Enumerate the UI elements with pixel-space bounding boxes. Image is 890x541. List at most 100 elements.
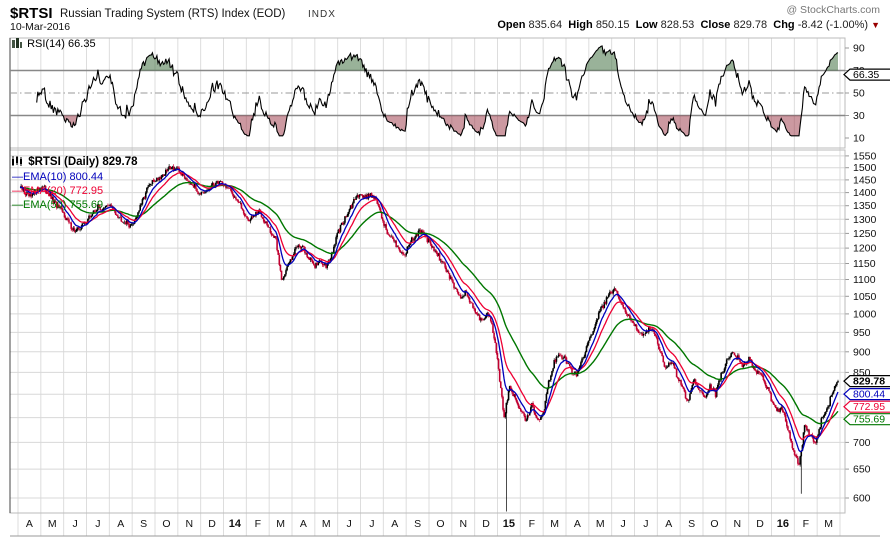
svg-text:F: F — [803, 518, 809, 530]
svg-text:S: S — [414, 518, 421, 530]
svg-text:J: J — [95, 518, 100, 530]
rsi-oversold-fill — [62, 115, 802, 136]
indicator-icon[interactable] — [12, 38, 22, 51]
svg-text:M: M — [550, 518, 559, 530]
svg-text:D: D — [208, 518, 216, 530]
exchange-label: INDX — [308, 9, 336, 20]
svg-text:10: 10 — [853, 133, 865, 145]
svg-text:F: F — [255, 518, 261, 530]
last-price-tag: 829.78 — [843, 375, 890, 388]
svg-text:A: A — [300, 518, 307, 530]
svg-text:J: J — [72, 518, 77, 530]
svg-text:1550: 1550 — [853, 150, 877, 162]
svg-text:O: O — [162, 518, 170, 530]
rsi-label: RSI(14) — [27, 38, 65, 50]
svg-text:16: 16 — [777, 518, 789, 530]
svg-text:1450: 1450 — [853, 174, 877, 186]
svg-text:J: J — [643, 518, 648, 530]
close-value: 829.78 — [733, 19, 768, 31]
svg-text:755.69: 755.69 — [853, 414, 885, 426]
chart-date: 10-Mar-2016 — [10, 21, 71, 33]
svg-text:M: M — [276, 518, 285, 530]
low-label: Low — [635, 19, 658, 31]
svg-text:700: 700 — [853, 437, 871, 449]
ema50-value: 755.69 — [69, 199, 104, 211]
svg-text:1350: 1350 — [853, 200, 877, 212]
svg-text:A: A — [665, 518, 672, 530]
ema-10-line — [19, 168, 839, 453]
svg-text:800.44: 800.44 — [853, 389, 885, 401]
ema10-value-tag: 800.44 — [843, 388, 890, 401]
svg-text:900: 900 — [853, 346, 871, 358]
ticker-symbol: $RTSI — [10, 5, 53, 22]
x-axis-labels: A M J J A S O N D 14 F M A M J J A S O N D 15 F M A M J J A S O N D 16 F M — [26, 518, 833, 530]
svg-text:A: A — [26, 518, 33, 530]
svg-text:F: F — [529, 518, 535, 530]
svg-text:S: S — [688, 518, 695, 530]
svg-text:1050: 1050 — [853, 291, 877, 303]
low-value: 828.53 — [660, 19, 695, 31]
svg-text:950: 950 — [853, 327, 871, 339]
svg-text:90: 90 — [853, 43, 865, 55]
open-value: 835.64 — [528, 19, 563, 31]
ema20-label: EMA(20) — [23, 185, 67, 197]
ema10-label: EMA(10) — [23, 171, 67, 183]
high-value: 850.15 — [595, 19, 630, 31]
svg-text:15: 15 — [503, 518, 515, 530]
svg-text:M: M — [596, 518, 605, 530]
svg-text:1000: 1000 — [853, 308, 877, 320]
chart-title: Russian Trading System (RTS) Index (EOD) — [60, 8, 286, 20]
svg-text:S: S — [140, 518, 147, 530]
svg-text:1250: 1250 — [853, 228, 877, 240]
ohlc-readout: Open 835.64 High 850.15 Low 828.53 Close… — [497, 19, 880, 31]
ema50-label: EMA(50) — [23, 199, 67, 211]
svg-text:A: A — [117, 518, 124, 530]
chg-value: -8.42 (-1.00%) — [797, 19, 869, 31]
rsi-legend: RSI(14) 66.35 — [12, 38, 96, 51]
price-series-value: 829.78 — [102, 156, 138, 168]
chg-label: Chg — [773, 19, 795, 31]
ema20-value-tag: 772.95 — [843, 400, 890, 413]
ema50-value-tag: 755.69 — [843, 413, 890, 426]
svg-text:N: N — [460, 518, 468, 530]
candlesticks — [20, 164, 839, 512]
price-legend: $RTSI (Daily) 829.78 — [12, 156, 138, 169]
svg-text:1400: 1400 — [853, 187, 877, 199]
open-label: Open — [497, 19, 526, 31]
svg-text:50: 50 — [853, 88, 865, 100]
svg-text:1100: 1100 — [853, 274, 876, 286]
svg-text:M: M — [48, 518, 57, 530]
ema10-legend: —EMA(10) 800.44 — [12, 171, 104, 183]
svg-text:O: O — [436, 518, 444, 530]
svg-text:J: J — [369, 518, 374, 530]
svg-text:A: A — [391, 518, 398, 530]
svg-text:M: M — [322, 518, 331, 530]
change-down-triangle-icon: ▼ — [871, 20, 880, 30]
rsi-value-tag: 66.35 — [843, 68, 890, 81]
ema20-value: 772.95 — [69, 185, 104, 197]
svg-text:1500: 1500 — [853, 162, 877, 174]
svg-text:D: D — [482, 518, 490, 530]
high-label: High — [568, 19, 593, 31]
svg-text:1150: 1150 — [853, 258, 876, 270]
ema50-legend: —EMA(50) 755.69 — [12, 199, 104, 211]
svg-text:1200: 1200 — [853, 243, 877, 255]
svg-text:650: 650 — [853, 464, 871, 476]
rsi-value: 66.35 — [68, 38, 96, 50]
svg-text:14: 14 — [229, 518, 242, 530]
close-label: Close — [700, 19, 731, 31]
svg-text:D: D — [756, 518, 764, 530]
price-series-label: $RTSI (Daily) — [28, 156, 100, 168]
svg-text:30: 30 — [853, 110, 865, 122]
svg-text:O: O — [710, 518, 718, 530]
svg-text:N: N — [186, 518, 194, 530]
svg-text:600: 600 — [853, 493, 871, 505]
rsi-overbought-fill — [97, 46, 839, 71]
rsi-line — [36, 45, 839, 137]
svg-text:J: J — [346, 518, 351, 530]
svg-text:66.35: 66.35 — [853, 69, 879, 81]
svg-text:J: J — [620, 518, 625, 530]
chart-style-icon[interactable] — [12, 156, 23, 169]
stockcharts-credit: @ StockCharts.com — [786, 4, 880, 16]
